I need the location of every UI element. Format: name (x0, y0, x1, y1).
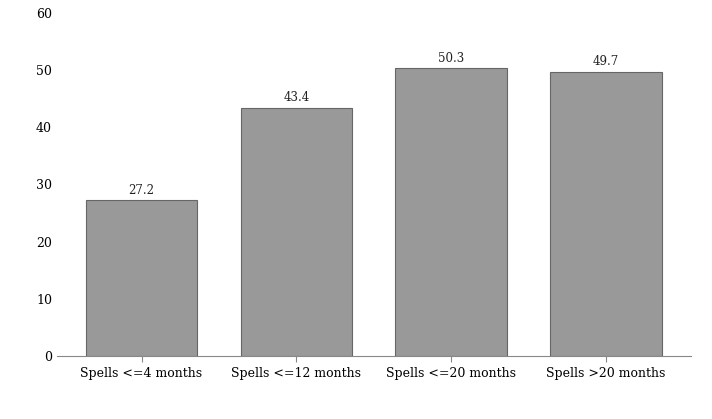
Text: 50.3: 50.3 (438, 52, 464, 65)
Text: 49.7: 49.7 (593, 55, 619, 68)
Bar (241, 108, 352, 356)
Text: 27.2: 27.2 (128, 184, 155, 197)
Text: 43.4: 43.4 (283, 91, 310, 104)
Bar (550, 72, 662, 356)
Bar (85, 200, 197, 356)
Bar (395, 68, 507, 356)
